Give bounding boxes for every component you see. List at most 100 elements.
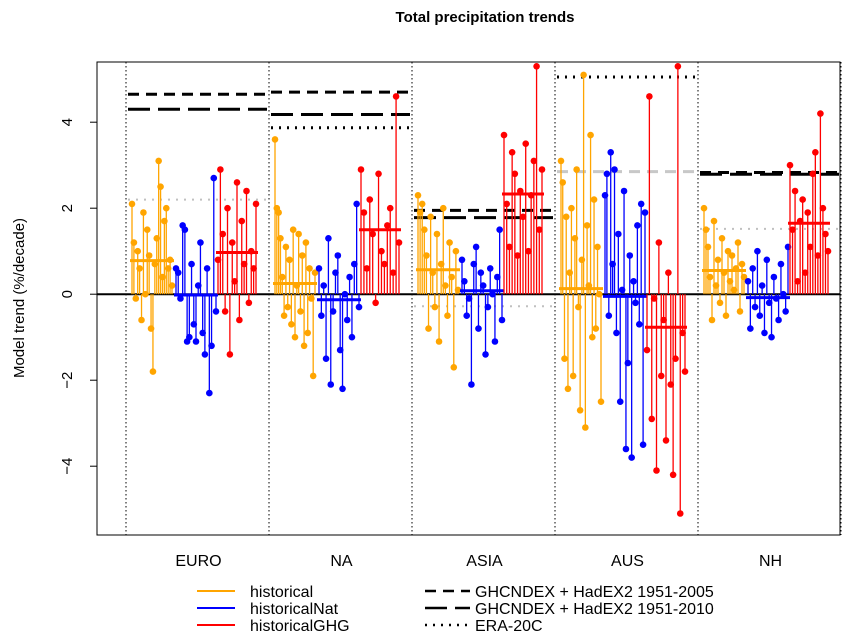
- model-point: [468, 381, 475, 388]
- model-point: [724, 247, 732, 255]
- model-point: [806, 243, 814, 251]
- model-point: [210, 174, 218, 182]
- model-point: [751, 303, 759, 311]
- model-point: [702, 226, 710, 233]
- model-point: [749, 265, 757, 272]
- model-point: [706, 273, 714, 281]
- model-point: [472, 243, 480, 251]
- model-point: [157, 183, 164, 190]
- model-point: [298, 252, 306, 259]
- model-point: [355, 303, 363, 311]
- x-tick-label: NA: [330, 553, 353, 570]
- model-point: [339, 385, 346, 393]
- model-point: [477, 269, 485, 277]
- model-point: [791, 187, 799, 195]
- model-point: [252, 200, 260, 208]
- model-point: [197, 239, 204, 246]
- model-point: [228, 239, 236, 246]
- model-point: [582, 424, 589, 431]
- model-point: [231, 278, 238, 285]
- model-point: [369, 230, 376, 238]
- model-point: [479, 282, 487, 289]
- x-tick-label: NH: [759, 553, 782, 570]
- model-point: [452, 247, 460, 255]
- model-point: [277, 235, 284, 242]
- model-point: [143, 226, 151, 233]
- model-point: [611, 166, 618, 173]
- model-point: [233, 179, 241, 186]
- model-point: [589, 333, 596, 341]
- model-point: [514, 252, 521, 259]
- model-point: [306, 265, 313, 272]
- model-point: [458, 256, 466, 264]
- model-point: [728, 252, 736, 259]
- model-point: [322, 355, 330, 363]
- model-point: [607, 149, 615, 156]
- model-point: [363, 265, 371, 272]
- model-point: [309, 372, 317, 380]
- model-point: [289, 226, 297, 233]
- model-point: [343, 316, 351, 324]
- model-point: [782, 308, 789, 315]
- model-point: [320, 282, 328, 289]
- y-tick-label: 0: [59, 290, 76, 298]
- model-point: [672, 355, 679, 363]
- model-point: [777, 260, 785, 268]
- model-point: [300, 342, 308, 350]
- model-point: [738, 260, 746, 268]
- model-point: [758, 282, 766, 289]
- model-point: [508, 149, 516, 156]
- model-point: [592, 325, 600, 332]
- model-point: [559, 179, 567, 186]
- model-point: [275, 209, 282, 216]
- model-point: [168, 282, 176, 289]
- model-point: [538, 166, 546, 173]
- model-point: [744, 278, 752, 285]
- model-point: [653, 467, 660, 474]
- model-point: [226, 351, 234, 358]
- model-point: [350, 260, 358, 268]
- model-point: [561, 355, 568, 363]
- x-axis: EURO NA ASIA AUS NH: [175, 553, 782, 570]
- model-point: [822, 230, 829, 238]
- model-point: [346, 273, 353, 281]
- model-point: [442, 282, 449, 289]
- model-point: [714, 256, 722, 264]
- legend-label: historicalGHG: [250, 618, 350, 635]
- model-point: [238, 217, 246, 225]
- model-point: [622, 445, 630, 453]
- model-point: [348, 333, 356, 341]
- model-point: [812, 149, 819, 156]
- model-point: [761, 329, 768, 337]
- model-point: [134, 247, 142, 255]
- model-point: [605, 312, 613, 320]
- model-point: [366, 196, 374, 203]
- model-point: [470, 260, 478, 268]
- model-point: [336, 346, 344, 354]
- model-point: [128, 200, 136, 208]
- model-point: [676, 510, 684, 517]
- model-point: [236, 316, 243, 324]
- model-point: [506, 243, 513, 251]
- model-point: [525, 247, 532, 255]
- model-point: [632, 299, 639, 307]
- model-point: [740, 273, 748, 281]
- model-point: [208, 342, 215, 350]
- model-point: [562, 213, 570, 221]
- model-point: [302, 239, 310, 246]
- model-point: [465, 295, 473, 302]
- model-point: [181, 226, 189, 233]
- model-point: [280, 312, 288, 320]
- model-point: [770, 273, 778, 281]
- model-point: [655, 239, 663, 246]
- model-point: [646, 93, 653, 100]
- model-point: [217, 166, 224, 173]
- model-point: [271, 136, 279, 143]
- model-point: [174, 269, 182, 277]
- model-point: [662, 437, 670, 444]
- model-point: [192, 338, 200, 345]
- model-point: [201, 351, 209, 358]
- model-point: [616, 398, 624, 406]
- model-point: [162, 204, 170, 212]
- model-point: [747, 325, 754, 332]
